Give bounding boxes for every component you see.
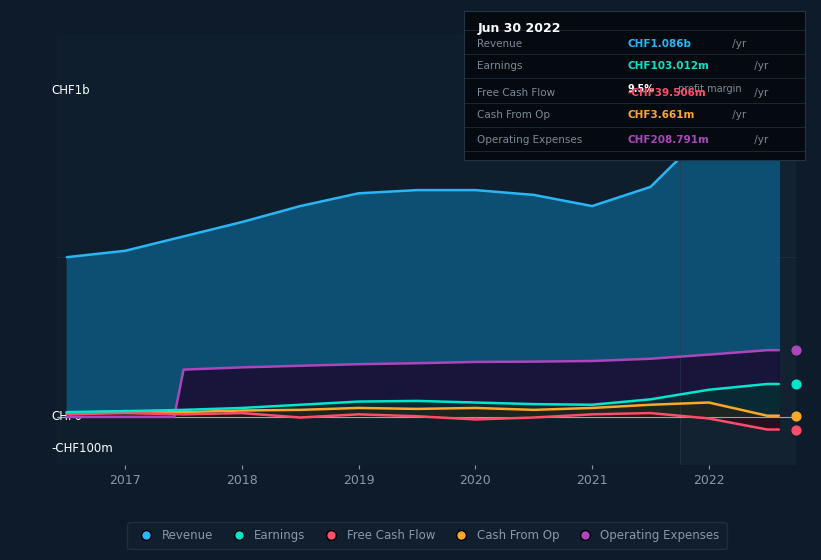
Text: Earnings: Earnings	[478, 61, 523, 71]
Text: CHF1b: CHF1b	[52, 85, 90, 97]
Text: /yr: /yr	[728, 110, 745, 120]
Text: CHF0: CHF0	[52, 410, 83, 423]
Text: /yr: /yr	[751, 61, 768, 71]
Bar	[680, 34, 796, 465]
Text: profit margin: profit margin	[675, 84, 741, 94]
Text: CHF103.012m: CHF103.012m	[627, 61, 709, 71]
Text: /yr: /yr	[751, 136, 768, 145]
Point	[790, 380, 803, 389]
Text: 9.5%: 9.5%	[627, 84, 654, 94]
Legend: Revenue, Earnings, Free Cash Flow, Cash From Op, Operating Expenses: Revenue, Earnings, Free Cash Flow, Cash …	[127, 522, 727, 549]
Text: Cash From Op: Cash From Op	[478, 110, 551, 120]
Text: Operating Expenses: Operating Expenses	[478, 136, 583, 145]
Point	[790, 425, 803, 434]
Text: CHF1.086b: CHF1.086b	[627, 39, 691, 49]
Text: CHF3.661m: CHF3.661m	[627, 110, 695, 120]
Text: CHF208.791m: CHF208.791m	[627, 136, 709, 145]
Text: -CHF100m: -CHF100m	[52, 442, 113, 455]
Text: /yr: /yr	[728, 39, 745, 49]
Text: Jun 30 2022: Jun 30 2022	[478, 22, 561, 35]
Text: Free Cash Flow: Free Cash Flow	[478, 88, 556, 98]
Point	[790, 411, 803, 420]
Text: Revenue: Revenue	[478, 39, 523, 49]
Text: -CHF39.506m: -CHF39.506m	[627, 88, 706, 98]
Point	[790, 346, 803, 354]
Point	[790, 66, 803, 74]
Text: /yr: /yr	[751, 88, 768, 98]
